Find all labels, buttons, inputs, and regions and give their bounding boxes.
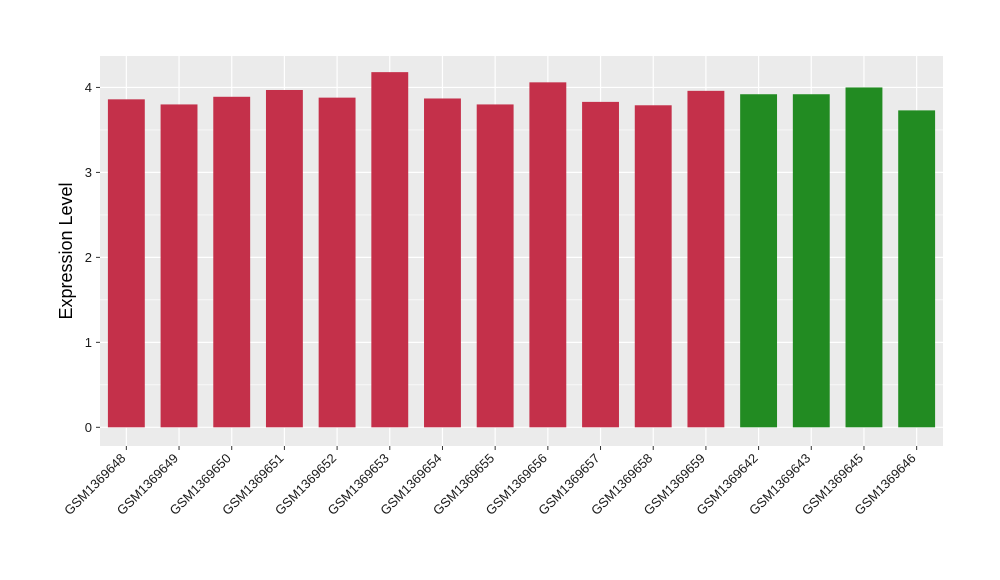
y-tick-label: 3 bbox=[85, 165, 92, 180]
bar-GSM1369654 bbox=[424, 98, 461, 428]
bar-GSM1369651 bbox=[265, 89, 303, 428]
bar-GSM1369653 bbox=[371, 72, 409, 428]
bar-GSM1369655 bbox=[476, 104, 514, 428]
bar-GSM1369659 bbox=[687, 90, 725, 428]
bar-GSM1369657 bbox=[582, 101, 619, 428]
bar-GSM1369642 bbox=[740, 94, 778, 428]
bar-GSM1369656 bbox=[529, 82, 567, 428]
x-axis: GSM1369648GSM1369649GSM1369650GSM1369651… bbox=[61, 446, 919, 518]
bar-GSM1369649 bbox=[160, 104, 198, 428]
bar-GSM1369643 bbox=[792, 94, 830, 428]
bar-GSM1369645 bbox=[845, 87, 883, 428]
bar-GSM1369652 bbox=[318, 97, 356, 428]
bar-GSM1369648 bbox=[107, 99, 145, 428]
y-tick-label: 4 bbox=[85, 80, 92, 95]
y-tick-label: 2 bbox=[85, 250, 92, 265]
bars bbox=[107, 72, 936, 428]
y-axis: 0 1 2 3 4 bbox=[85, 80, 100, 435]
bar-GSM1369650 bbox=[213, 96, 251, 428]
y-axis-title: Expression Level bbox=[56, 182, 76, 319]
y-tick-label: 1 bbox=[85, 335, 92, 350]
bar-GSM1369658 bbox=[634, 105, 672, 428]
bar-GSM1369646 bbox=[898, 110, 936, 428]
y-tick-label: 0 bbox=[85, 420, 92, 435]
